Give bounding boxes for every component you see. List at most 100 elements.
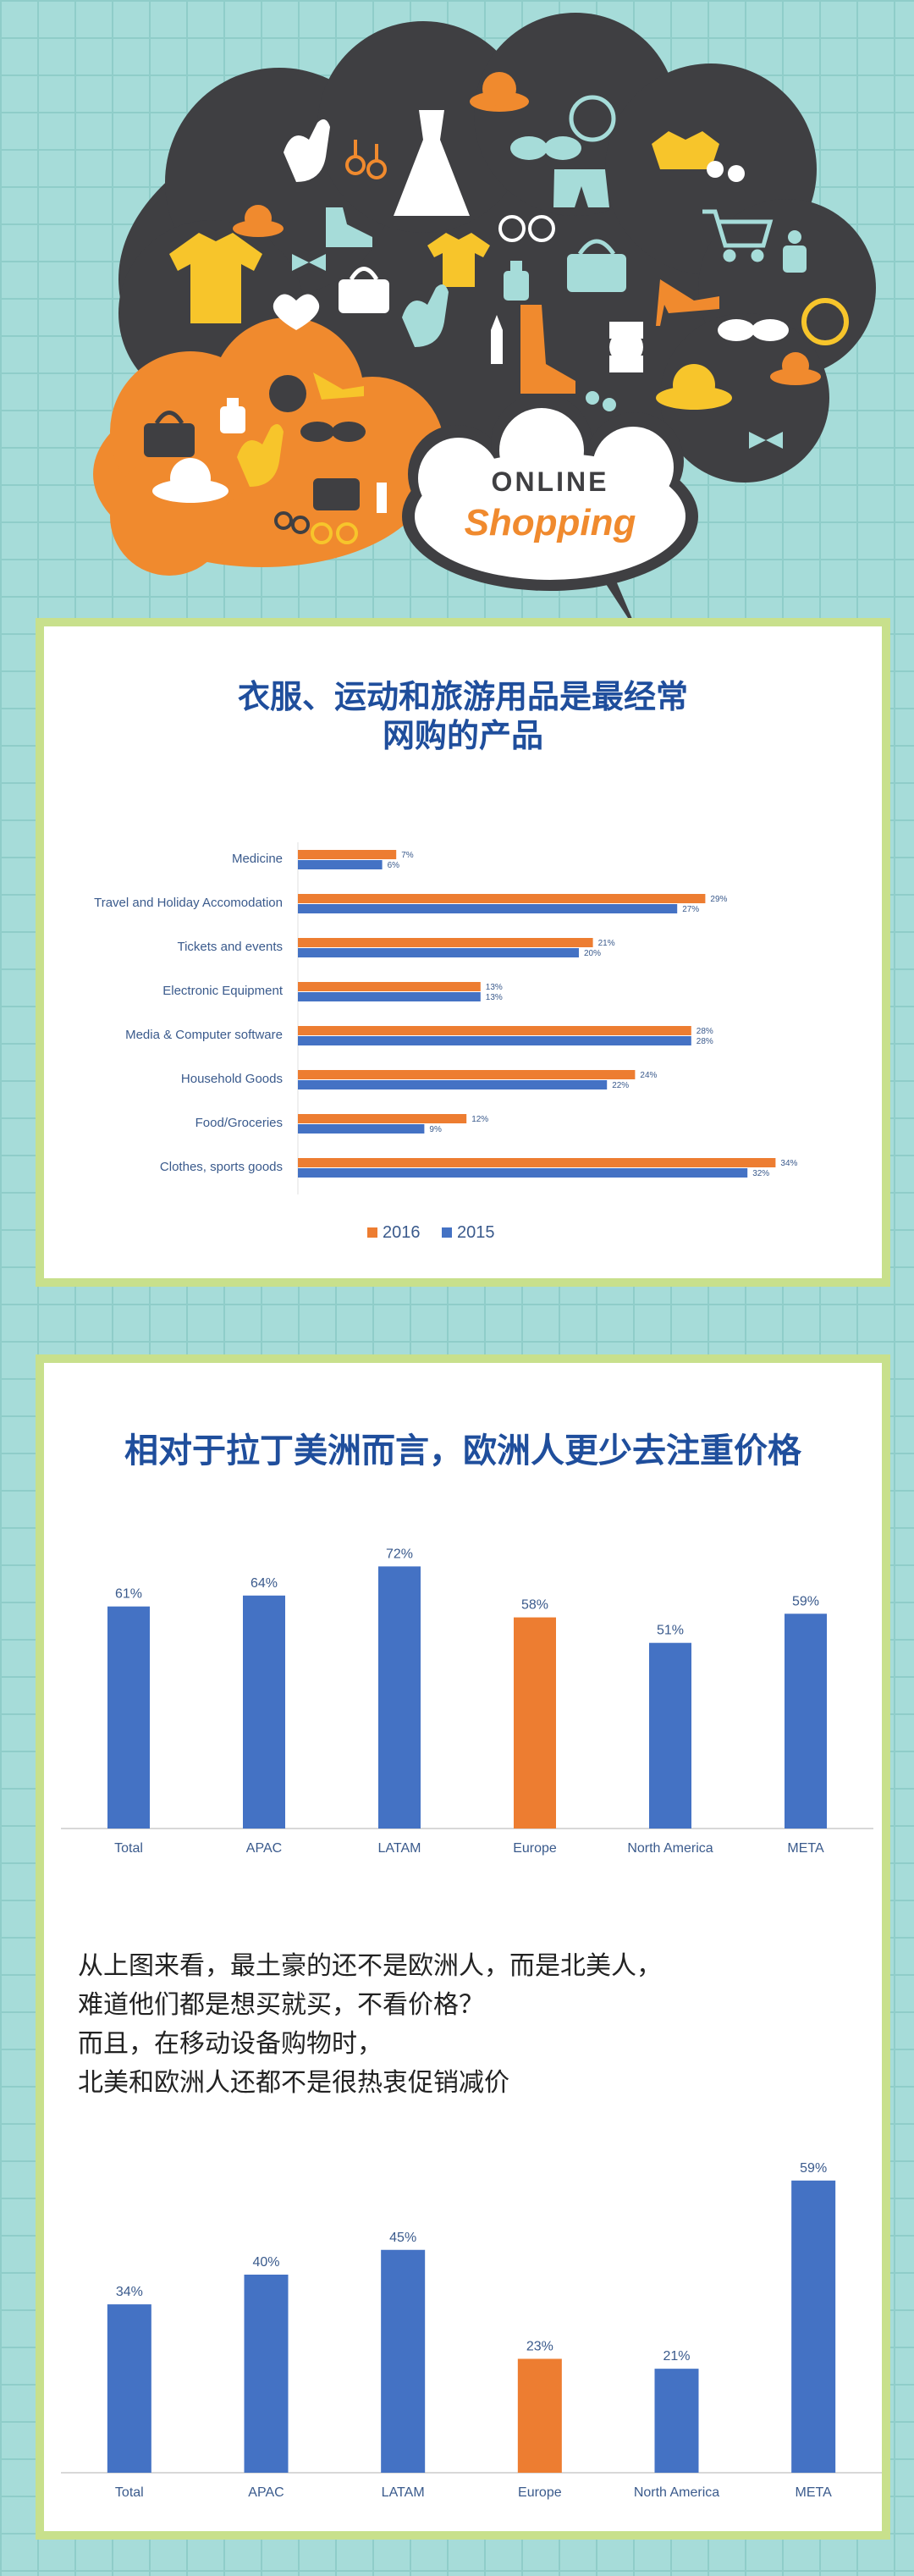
perfume-icon-2 — [783, 230, 807, 273]
chart1-bar — [298, 1168, 748, 1178]
tshirt-icon — [427, 233, 490, 287]
commentary-line1: 从上图来看，最土豪的还不是欧洲人，而是北美人， — [78, 1951, 662, 1981]
chart3-data-label: 21% — [663, 2349, 690, 2364]
chart1-bar — [298, 938, 593, 947]
chart1-data-label: 22% — [612, 1081, 629, 1090]
chart1-data-label: 24% — [640, 1071, 657, 1080]
chart1-category-label: Clothes, sports goods — [160, 1160, 283, 1174]
chart1-bar — [298, 1124, 425, 1134]
chart1-category-label: Travel and Holiday Accomodation — [94, 896, 283, 910]
chart3-category-label: North America — [634, 2485, 719, 2500]
chart1-bar — [298, 1114, 467, 1123]
watch-icon — [609, 322, 643, 372]
chart-panel-top-products: 衣服、运动和旅游用品是最经常 网购的产品 Medicine 7% 6% Travel … — [36, 618, 890, 1287]
hat-icon — [470, 72, 529, 112]
chart3-data-label: 40% — [252, 2255, 279, 2270]
chart3-bar — [244, 2275, 289, 2473]
chart3-category-label: Europe — [518, 2485, 562, 2500]
chart1-title-line1: 衣服、运动和旅游用品是最经常 — [237, 678, 688, 715]
chart2-vertical-bar-chart: 61% Total 64% APAC 72% LATAM 58% Europe 51% North… — [61, 1547, 873, 1856]
chart1-bar — [298, 894, 706, 903]
hat-icon-3 — [656, 364, 732, 410]
chart1-data-label: 6% — [388, 861, 400, 870]
chart2-bar — [785, 1613, 827, 1829]
online-shopping-illustration: ONLINE Shopping — [93, 13, 876, 626]
shopping-cart-icon — [702, 209, 774, 262]
chart1-bar — [298, 1070, 636, 1079]
chart-panel-price-sensitivity: 相对于拉丁美洲而言，欧洲人更少去注重价格 61% Total 64% APAC 72% L… — [36, 1354, 890, 2540]
sunglasses-icon — [510, 136, 581, 160]
chart2-title: 相对于拉丁美洲而言，欧洲人更少去注重价格 — [124, 1431, 801, 1470]
chart3-vertical-bar-chart: 34% Total 40% APAC 45% LATAM 23% Europe 21% North… — [61, 2161, 882, 2500]
earring-icon — [345, 140, 387, 179]
commentary-line3: 而且，在移动设备购物时， — [78, 2029, 383, 2059]
chart3-data-label: 59% — [800, 2161, 827, 2176]
chart1-bar — [298, 1026, 691, 1035]
chart3-category-label: Total — [115, 2485, 144, 2500]
chart1-bar — [298, 860, 383, 869]
chart1-data-label: 13% — [486, 983, 503, 992]
chart3-data-label: 45% — [389, 2231, 416, 2245]
chart2-data-label: 58% — [521, 1598, 548, 1613]
chart1-legend-swatch — [367, 1227, 377, 1238]
glove-icon-2 — [402, 284, 449, 347]
chart1-title-line2: 网购的产品 — [382, 717, 543, 754]
glove-icon-3 — [237, 424, 284, 487]
chart2-bar — [243, 1595, 285, 1829]
chart1-data-label: 34% — [780, 1159, 797, 1168]
chart1-category-label: Tickets and events — [177, 940, 283, 954]
chart1-data-label: 12% — [471, 1115, 488, 1124]
lipstick-icon — [491, 315, 503, 364]
chart1-data-label: 7% — [401, 851, 414, 860]
chart2-bar — [107, 1606, 150, 1829]
sunglasses-icon-3 — [718, 319, 789, 341]
chart2-data-label: 51% — [657, 1624, 684, 1638]
online-shopping-bubble: ONLINE Shopping — [402, 394, 698, 591]
dress-icon — [394, 110, 470, 216]
chart1-data-label: 27% — [682, 905, 699, 914]
chart2-category-label: Total — [114, 1841, 143, 1856]
chart3-category-label: APAC — [248, 2485, 284, 2500]
chart1-bar — [298, 1158, 776, 1167]
bowtie-icon — [292, 254, 326, 271]
high-heel-icon-2 — [313, 372, 364, 400]
chart2-bar — [514, 1617, 556, 1829]
watch-icon-2 — [269, 375, 306, 412]
handbag-icon-4 — [313, 478, 360, 510]
chart1-bar — [298, 948, 579, 957]
hat-icon-2 — [233, 205, 284, 237]
sunglasses-icon-2 — [498, 215, 555, 242]
chart1-title: 衣服、运动和旅游用品是最经常 网购的产品 — [44, 677, 882, 755]
lipstick-icon-2 — [377, 483, 387, 513]
chart1-category-label: Food/Groceries — [195, 1116, 283, 1130]
chart3-bar — [107, 2304, 151, 2473]
chart2-data-label: 64% — [251, 1576, 278, 1591]
shirt-icon — [169, 233, 262, 323]
ring-icon — [801, 298, 849, 345]
chart1-bar — [298, 904, 678, 913]
earring-icon-2 — [707, 161, 745, 182]
chart1-data-label: 28% — [697, 1027, 713, 1036]
high-heel-icon — [656, 279, 719, 326]
chart2-bar — [649, 1642, 691, 1829]
chart1-data-label: 20% — [584, 949, 601, 958]
sunglasses-icon-5 — [311, 522, 358, 544]
chart3-bar — [791, 2180, 836, 2473]
chart1-legend-swatch — [442, 1227, 452, 1238]
chart1-data-label: 29% — [710, 895, 727, 904]
chart1-category-label: Electronic Equipment — [162, 984, 284, 998]
handbag-icon-3 — [144, 411, 195, 457]
hat-icon-5 — [152, 458, 228, 503]
earring-icon-3 — [586, 391, 616, 411]
chart2-category-label: META — [787, 1841, 824, 1856]
chart1-bar — [298, 1036, 691, 1045]
shorts-icon — [553, 169, 609, 207]
chart1-bar — [298, 982, 481, 991]
chart2-data-label: 72% — [386, 1547, 413, 1561]
necklace-icon — [569, 95, 616, 142]
chart1-data-label: 32% — [752, 1169, 769, 1178]
bubble-line1: ONLINE — [492, 466, 609, 497]
chart1-bar — [298, 850, 397, 859]
chart1-bar — [298, 1080, 608, 1089]
chart1-horizontal-bar-chart: Medicine 7%6% Travel and Holiday Accomodat… — [94, 842, 798, 1242]
